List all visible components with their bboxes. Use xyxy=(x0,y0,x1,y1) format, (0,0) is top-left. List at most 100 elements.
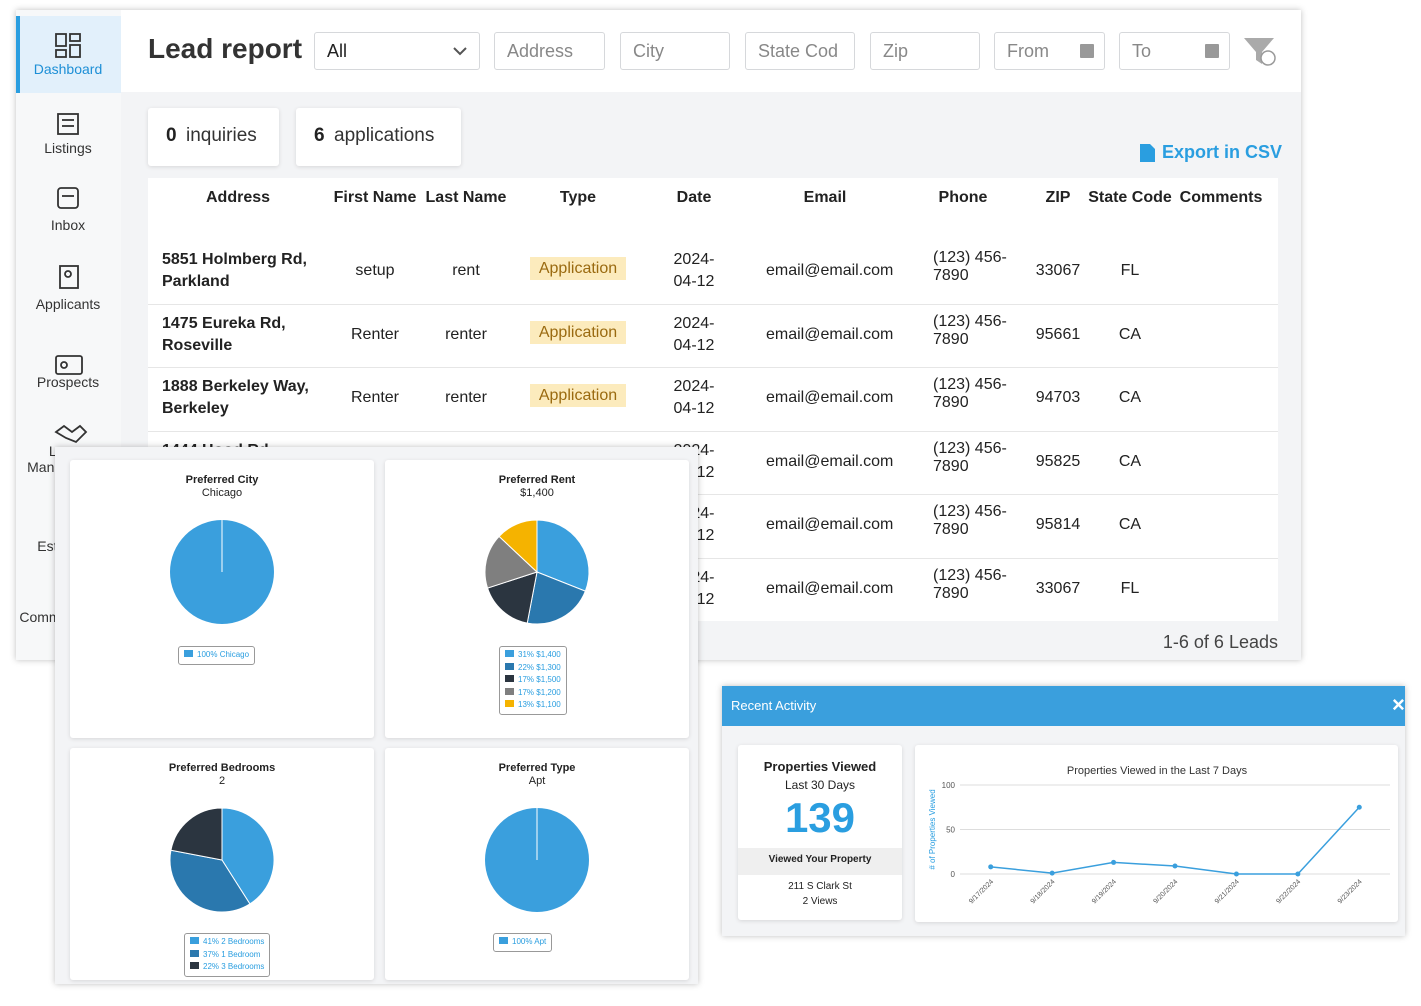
table-cell: 33067 xyxy=(1035,579,1081,597)
line-chart: Properties Viewed in the Last 7 Days # of… xyxy=(928,765,1390,905)
table-cell: email@email.com xyxy=(766,579,894,597)
chart-title: Properties Viewed in the Last 7 Days xyxy=(1067,765,1248,777)
legend-label: $1,100 xyxy=(536,700,561,709)
data-point xyxy=(1049,870,1055,876)
table-cell: email@email.com xyxy=(766,389,894,406)
page-title: Lead report xyxy=(148,33,303,64)
table-cell: (123) 456-7890 xyxy=(933,503,1007,538)
table-cell: (123) 456-7890 xyxy=(933,249,1007,284)
y-tick-label: 100 xyxy=(942,781,956,790)
column-header: Last Name xyxy=(425,189,507,206)
pie-slice xyxy=(498,519,538,574)
x-tick-label: 9/19/2024 xyxy=(1091,878,1118,905)
recent-activity-panel: Recent Activity × Properties Viewed Last… xyxy=(722,686,1405,936)
legend-value: 22% xyxy=(203,962,220,971)
table-cell: (123) 456-7890 xyxy=(933,566,1007,602)
column-header: Date xyxy=(676,189,712,206)
row-divider xyxy=(148,303,1278,305)
legend-label: Apt xyxy=(534,937,547,946)
column-header: First Name xyxy=(333,189,417,206)
filter-input[interactable]: From xyxy=(994,32,1105,70)
data-point xyxy=(1111,859,1117,865)
type-badge-text: Application xyxy=(529,257,627,280)
legend-swatch xyxy=(505,662,514,670)
active-item[interactable] xyxy=(16,16,121,93)
legend-entry: 100% Chicago xyxy=(184,649,249,662)
filter-input[interactable]: Zip xyxy=(870,32,980,70)
pie-slice xyxy=(526,571,586,625)
views-card: Properties Viewed Last 30 Days 139 Viewe… xyxy=(738,745,902,920)
legend-entry: 13% $1,100 xyxy=(505,699,561,712)
row-divider xyxy=(148,494,1278,495)
column-header: Comments xyxy=(1179,189,1263,206)
legend-entry: 17% $1,500 xyxy=(505,674,561,687)
property-views: 2 Views xyxy=(802,896,838,907)
data-point xyxy=(1233,871,1239,877)
card-title: Properties Viewed xyxy=(763,759,877,774)
pie-chart xyxy=(170,520,274,624)
chart-title: Preferred Type xyxy=(498,762,576,774)
filter-input[interactable]: City xyxy=(620,32,730,70)
legend-swatch xyxy=(505,700,514,707)
chart-title: Preferred City xyxy=(185,474,259,486)
table-cell: (123) 456-7890 xyxy=(933,312,1007,348)
x-tick-label: 9/21/2024 xyxy=(1214,878,1241,905)
table-cell: FL xyxy=(1120,262,1140,279)
filter-input[interactable]: Address xyxy=(494,32,605,70)
type-badge: Application xyxy=(518,320,638,344)
table-cell: renter xyxy=(445,389,487,406)
stat-card: 0 inquiries xyxy=(148,108,279,166)
legend-swatch xyxy=(190,937,199,944)
export-link[interactable]: Export in CSV xyxy=(1162,142,1283,162)
legend-value: 41% xyxy=(203,937,220,946)
legend-swatch xyxy=(499,937,508,944)
filter-input[interactable]: To xyxy=(1119,32,1230,70)
x-tick-label: 9/17/2024 xyxy=(968,878,995,905)
chart-subtitle: $1,400 xyxy=(520,487,554,499)
legend-label: $1,300 xyxy=(536,662,561,672)
sidebar-label[interactable]: Dashboard xyxy=(33,61,103,77)
table-cell: 2024-04-12 xyxy=(673,251,715,290)
export-icon xyxy=(1140,144,1155,162)
table-cell: rent xyxy=(452,262,480,279)
legend: 31% $1,400 22% $1,300 17% $1,500 17% $1,200… xyxy=(499,646,567,715)
chart-subtitle: Chicago xyxy=(201,487,243,499)
table-cell: CA xyxy=(1118,452,1142,470)
chart-subtitle: 2 xyxy=(218,775,226,787)
table-cell: Renter xyxy=(350,325,400,343)
legend-swatch xyxy=(505,650,514,657)
legend: 100% Chicago xyxy=(178,646,256,665)
x-tick-label: 9/20/2024 xyxy=(1152,878,1179,905)
legend-value: 100% xyxy=(197,650,218,659)
card-period: Last 30 Days xyxy=(784,778,856,792)
legend-label: 3 Bedrooms xyxy=(221,962,265,971)
filter-input[interactable]: State Cod xyxy=(745,32,855,70)
table-cell: email@email.com xyxy=(766,325,894,343)
file-glyph xyxy=(1140,144,1155,162)
type-select[interactable]: All xyxy=(314,32,480,70)
table-cell: 1888 Berkeley Way, Berkeley xyxy=(162,378,309,417)
sidebar-label: Applicants xyxy=(35,296,101,312)
table-cell: email@email.com xyxy=(766,452,894,470)
pie-slice xyxy=(536,519,590,592)
legend: 41% 2 Bedrooms 37% 1 Bedroom 22% 3 Bedroom… xyxy=(184,933,271,977)
legend-label: $1,400 xyxy=(536,650,561,659)
type-badge: Application xyxy=(518,384,638,407)
table-cell: 95661 xyxy=(1035,325,1081,343)
pie-slice xyxy=(169,849,251,913)
legend: 100% Apt xyxy=(493,933,553,952)
close-button[interactable]: × xyxy=(1392,692,1405,717)
column-header: Email xyxy=(803,189,847,206)
y-axis-label: # of Properties Viewed xyxy=(928,789,937,869)
pie-card: Preferred Bedrooms 2 41% 2 Bedrooms 37% 1 B… xyxy=(70,748,374,980)
stat-card: 6 applications xyxy=(296,108,461,166)
legend-entry: 31% $1,400 xyxy=(505,649,561,662)
pie-slice xyxy=(484,535,538,589)
legend-label: $1,200 xyxy=(536,687,561,697)
legend-value: 13% xyxy=(518,700,535,709)
table-cell: 95825 xyxy=(1035,452,1081,470)
sidebar-label: Prospects xyxy=(36,374,100,390)
column-header: Address xyxy=(205,189,271,206)
x-tick-label: 9/23/2024 xyxy=(1337,878,1364,905)
